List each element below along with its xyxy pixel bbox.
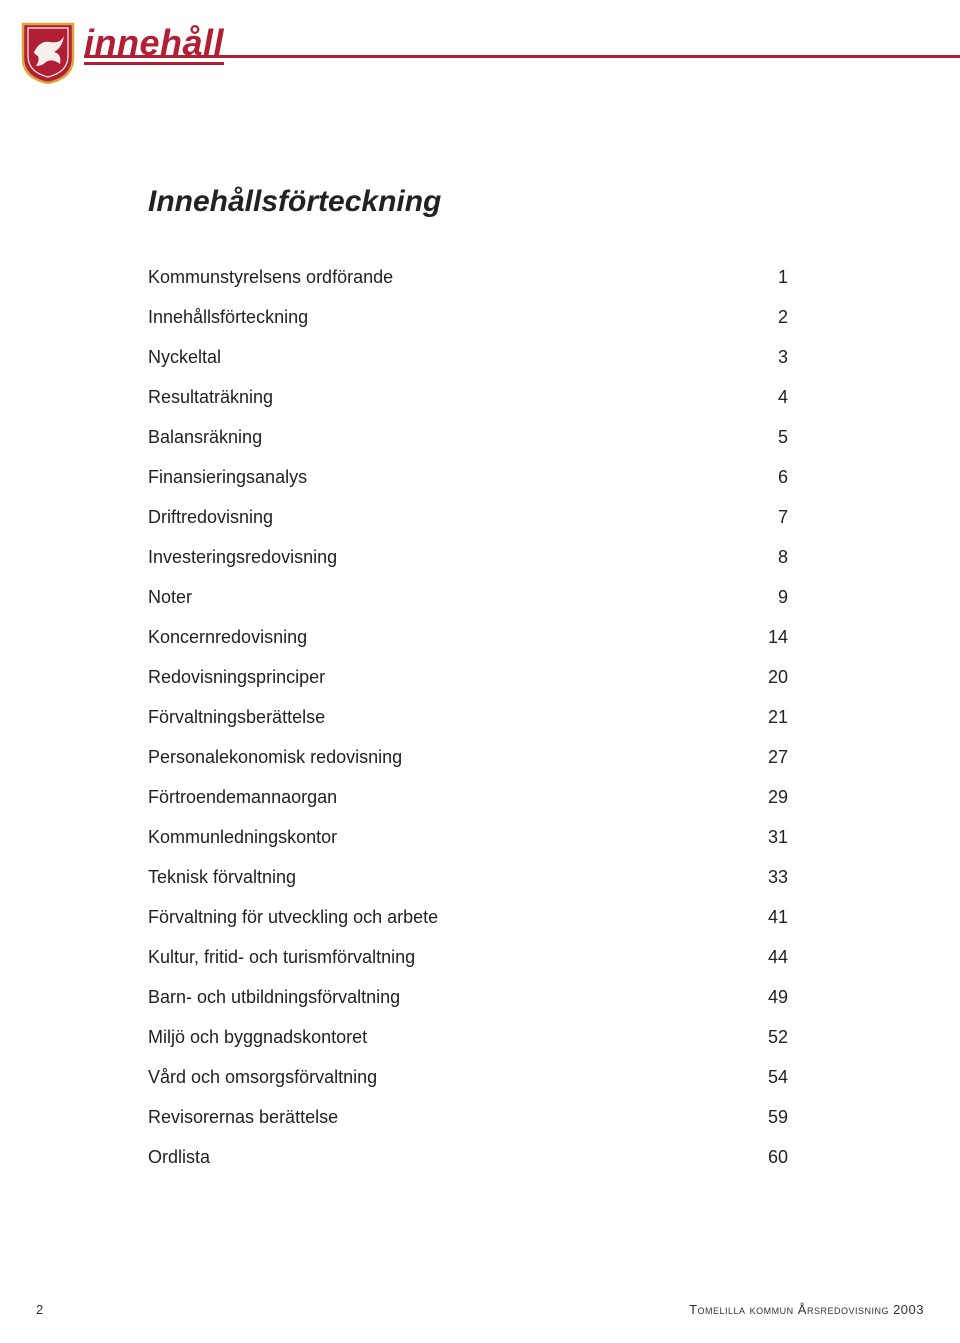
toc-page: 6 — [728, 467, 788, 488]
page-number: 2 — [36, 1302, 43, 1317]
toc-label: Förvaltningsberättelse — [148, 707, 728, 728]
toc-row: Barn- och utbildningsförvaltning49 — [148, 977, 788, 1017]
toc-label: Noter — [148, 587, 728, 608]
toc-label: Kommunstyrelsens ordförande — [148, 267, 728, 288]
toc-page: 20 — [728, 667, 788, 688]
toc-page: 31 — [728, 827, 788, 848]
header-title: innehåll — [84, 24, 224, 65]
toc-row: Kommunstyrelsens ordförande1 — [148, 257, 788, 297]
toc-row: Nyckeltal3 — [148, 337, 788, 377]
toc-page: 3 — [728, 347, 788, 368]
toc-label: Vård och omsorgsförvaltning — [148, 1067, 728, 1088]
toc-label: Miljö och byggnadskontoret — [148, 1027, 728, 1048]
toc-page: 33 — [728, 867, 788, 888]
toc-page: 5 — [728, 427, 788, 448]
toc-label: Finansieringsanalys — [148, 467, 728, 488]
toc-label: Nyckeltal — [148, 347, 728, 368]
toc-row: Vård och omsorgsförvaltning54 — [148, 1057, 788, 1097]
toc-row: Kommunledningskontor31 — [148, 817, 788, 857]
toc-row: Driftredovisning7 — [148, 497, 788, 537]
toc-label: Redovisningsprinciper — [148, 667, 728, 688]
toc-row: Finansieringsanalys6 — [148, 457, 788, 497]
toc-page: 1 — [728, 267, 788, 288]
toc-row: Balansräkning5 — [148, 417, 788, 457]
toc-label: Barn- och utbildningsförvaltning — [148, 987, 728, 1008]
toc-row: Investeringsredovisning8 — [148, 537, 788, 577]
toc-row: Personalekonomisk redovisning27 — [148, 737, 788, 777]
page: innehåll Innehållsförteckning Kommunstyr… — [0, 0, 960, 1343]
toc-row: Teknisk förvaltning33 — [148, 857, 788, 897]
header-rule — [84, 55, 960, 58]
toc-page: 41 — [728, 907, 788, 928]
toc-row: Innehållsförteckning2 — [148, 297, 788, 337]
header-title-wrap: innehåll — [84, 24, 230, 65]
toc-page: 14 — [728, 627, 788, 648]
toc-row: Noter9 — [148, 577, 788, 617]
toc-page: 29 — [728, 787, 788, 808]
toc-label: Investeringsredovisning — [148, 547, 728, 568]
coat-of-arms-icon — [20, 22, 76, 84]
toc-page: 21 — [728, 707, 788, 728]
content: Innehållsförteckning Kommunstyrelsens or… — [148, 185, 788, 1177]
toc-page: 49 — [728, 987, 788, 1008]
toc-page: 44 — [728, 947, 788, 968]
footer-right: Tomelilla kommun Årsredovisning 2003 — [689, 1302, 924, 1317]
toc-list: Kommunstyrelsens ordförande1Innehållsför… — [148, 257, 788, 1177]
toc-page: 4 — [728, 387, 788, 408]
toc-row: Förvaltning för utveckling och arbete41 — [148, 897, 788, 937]
toc-row: Förvaltningsberättelse21 — [148, 697, 788, 737]
toc-label: Förtroendemannaorgan — [148, 787, 728, 808]
toc-page: 8 — [728, 547, 788, 568]
header: innehåll — [0, 30, 960, 100]
toc-label: Ordlista — [148, 1147, 728, 1168]
footer: 2 Tomelilla kommun Årsredovisning 2003 — [0, 1302, 960, 1317]
toc-title: Innehållsförteckning — [148, 185, 788, 219]
toc-page: 9 — [728, 587, 788, 608]
toc-label: Personalekonomisk redovisning — [148, 747, 728, 768]
toc-row: Förtroendemannaorgan29 — [148, 777, 788, 817]
toc-label: Förvaltning för utveckling och arbete — [148, 907, 728, 928]
toc-page: 52 — [728, 1027, 788, 1048]
toc-page: 60 — [728, 1147, 788, 1168]
toc-row: Koncernredovisning14 — [148, 617, 788, 657]
toc-label: Teknisk förvaltning — [148, 867, 728, 888]
toc-page: 27 — [728, 747, 788, 768]
toc-label: Revisorernas berättelse — [148, 1107, 728, 1128]
toc-page: 54 — [728, 1067, 788, 1088]
toc-label: Kommunledningskontor — [148, 827, 728, 848]
toc-page: 59 — [728, 1107, 788, 1128]
toc-label: Driftredovisning — [148, 507, 728, 528]
toc-label: Innehållsförteckning — [148, 307, 728, 328]
toc-row: Kultur, fritid- och turismförvaltning44 — [148, 937, 788, 977]
toc-label: Koncernredovisning — [148, 627, 728, 648]
toc-row: Revisorernas berättelse59 — [148, 1097, 788, 1137]
toc-label: Balansräkning — [148, 427, 728, 448]
toc-page: 7 — [728, 507, 788, 528]
toc-row: Miljö och byggnadskontoret52 — [148, 1017, 788, 1057]
toc-label: Resultaträkning — [148, 387, 728, 408]
toc-row: Redovisningsprinciper20 — [148, 657, 788, 697]
toc-label: Kultur, fritid- och turismförvaltning — [148, 947, 728, 968]
toc-page: 2 — [728, 307, 788, 328]
toc-row: Ordlista60 — [148, 1137, 788, 1177]
toc-row: Resultaträkning4 — [148, 377, 788, 417]
